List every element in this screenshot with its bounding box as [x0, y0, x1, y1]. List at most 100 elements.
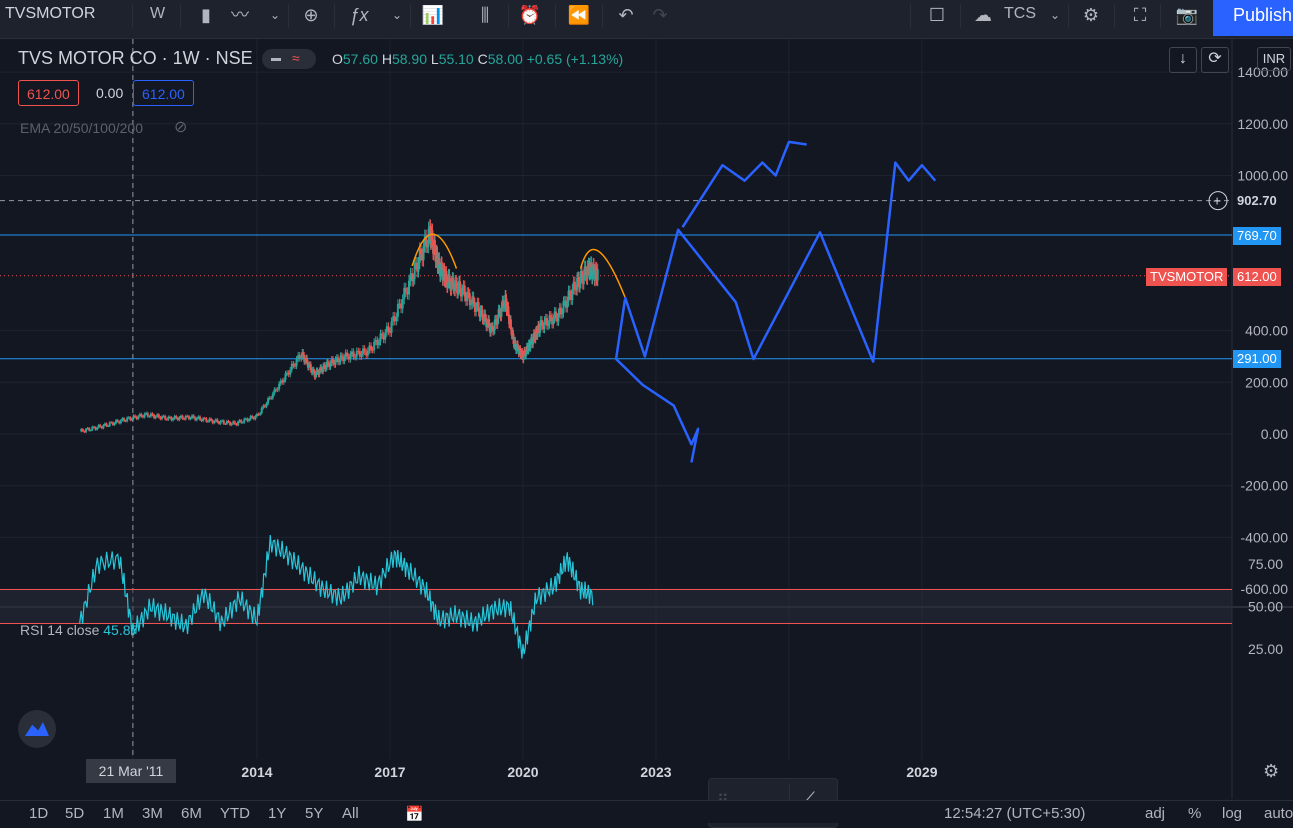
adj-toggle[interactable]: adj [1145, 805, 1166, 822]
percent-toggle[interactable]: % [1188, 805, 1202, 822]
range-6m[interactable]: 6M [181, 805, 202, 822]
chevron-down-icon[interactable]: ⌄ [269, 8, 281, 22]
currency-button[interactable]: INR [1257, 47, 1291, 71]
chart-area[interactable]: -600.00 -400.00 -200.00 0.00 200.00 400.00 100… [0, 39, 1293, 828]
candle-body [89, 430, 92, 432]
log-toggle[interactable]: log [1222, 805, 1243, 822]
candle-body [270, 397, 273, 399]
range-1m[interactable]: 1M [103, 805, 124, 822]
add-alert-icon [1208, 191, 1228, 211]
candle-body [135, 416, 138, 419]
gear-icon[interactable]: ⚙ [1082, 5, 1100, 25]
layout-icon[interactable]: ☐ [928, 5, 946, 25]
camera-icon[interactable]: 📷 [1175, 5, 1199, 25]
range-5d[interactable]: 5D [65, 805, 85, 822]
gear-icon[interactable]: ⚙ [1263, 761, 1280, 781]
candle-body [154, 416, 157, 419]
wave-icon: ≈ [292, 50, 300, 66]
legend-toggle[interactable]: ≈ [262, 49, 316, 69]
candle-body [387, 326, 390, 332]
candle-body [462, 285, 465, 290]
sell-button[interactable]: 612.00 [18, 80, 79, 106]
candle-body [81, 428, 84, 432]
projection-drawing-1 [623, 161, 937, 363]
redo-icon[interactable]: ↷ [652, 5, 668, 25]
add-compare-icon[interactable]: ⊕ [303, 5, 319, 25]
compare-symbol-label[interactable]: TCS [1004, 5, 1036, 22]
candle-body [426, 246, 429, 248]
publish-button[interactable]: Publish [1213, 0, 1293, 36]
chevron-down-icon[interactable]: ⌄ [1049, 8, 1061, 22]
symbol-search[interactable]: TVSMOTOR [5, 5, 96, 22]
interval-button[interactable]: W [150, 5, 166, 22]
candle-body [206, 421, 209, 423]
candle-body [518, 349, 521, 354]
candle-body [464, 296, 467, 302]
candle-body [421, 254, 424, 261]
range-5y[interactable]: 5Y [305, 805, 324, 822]
candle-body [377, 341, 380, 346]
candle-body [362, 348, 365, 355]
indicators-icon[interactable]: ƒx [349, 5, 369, 25]
candle-body [203, 418, 206, 420]
candle-body [592, 263, 595, 274]
candle-body [576, 277, 579, 291]
candle-body [164, 415, 167, 420]
candle-body [86, 427, 89, 429]
arrow-down-icon[interactable]: ↓ [1169, 47, 1197, 73]
auto-toggle[interactable]: auto [1264, 805, 1293, 822]
candle-body [515, 344, 518, 351]
candle-body [352, 351, 355, 357]
candle-body [210, 418, 213, 421]
candle-body [303, 354, 306, 362]
range-1d[interactable]: 1D [29, 805, 49, 822]
candle-body [511, 331, 514, 334]
calendar-icon[interactable]: 📅 [405, 806, 424, 823]
candle-body [237, 421, 240, 426]
candle-body [149, 413, 152, 417]
candle-body [218, 422, 221, 424]
maximize-icon[interactable]: ⟳ [1201, 47, 1229, 73]
candle-body [586, 266, 589, 280]
candle-body [575, 289, 578, 291]
candle-body [227, 420, 230, 423]
candle-body [214, 419, 217, 422]
candle-body [313, 371, 316, 378]
range-1y[interactable]: 1Y [268, 805, 287, 822]
alert-icon[interactable]: ⏰ [518, 5, 542, 25]
candle-body [417, 262, 420, 272]
eye-hidden-icon[interactable]: ⊘ [174, 119, 188, 136]
candle-body [146, 413, 149, 417]
line-style-icon[interactable]: 〰 [231, 5, 249, 25]
candle-body [392, 316, 395, 322]
candle-body [330, 358, 333, 364]
candle-body [219, 421, 222, 424]
candle-body [381, 333, 384, 336]
candle-body [369, 345, 372, 350]
candle-style-icon[interactable]: ▮ [201, 5, 211, 25]
tradingview-logo[interactable] [18, 710, 56, 748]
range-all[interactable]: All [342, 805, 359, 822]
cloud-icon[interactable]: ☁ [974, 5, 992, 25]
chevron-down-icon[interactable]: ⌄ [391, 8, 403, 22]
candle-body [132, 415, 135, 419]
candle-body [476, 302, 479, 307]
financials-icon[interactable]: 📊 [421, 5, 445, 25]
candle-body [312, 369, 315, 372]
candle-body [448, 274, 451, 284]
fullscreen-icon[interactable]: ⛶ [1133, 5, 1147, 25]
range-ytd[interactable]: YTD [220, 805, 250, 822]
price-chart[interactable]: -600.00 -400.00 -200.00 0.00 200.00 400.00 100… [0, 39, 1293, 822]
range-3m[interactable]: 3M [142, 805, 163, 822]
clock-label[interactable]: 12:54:27 (UTC+5:30) [944, 805, 1086, 822]
candle-body [365, 351, 368, 356]
ema-indicator-label[interactable]: EMA 20/50/100/200 [20, 120, 143, 136]
candle-body [91, 426, 94, 431]
templates-icon[interactable]: ⫼ [480, 5, 490, 25]
candle-body [567, 290, 570, 302]
undo-icon[interactable]: ↶ [618, 5, 634, 25]
replay-icon[interactable]: ⏪ [567, 5, 591, 25]
candle-body [470, 304, 473, 306]
candle-body [388, 331, 391, 333]
buy-button[interactable]: 612.00 [133, 80, 194, 106]
